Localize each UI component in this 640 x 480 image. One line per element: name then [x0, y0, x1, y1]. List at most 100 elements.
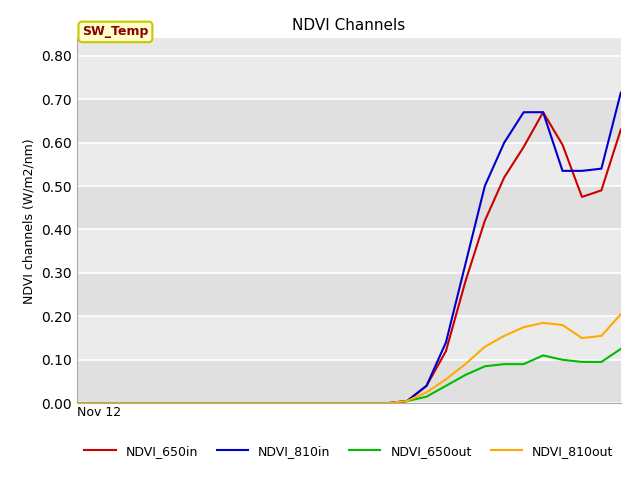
NDVI_810out — [442, 376, 450, 382]
Line: NDVI_810in: NDVI_810in — [77, 93, 621, 403]
NDVI_650out — [248, 400, 255, 406]
NDVI_650out — [481, 363, 489, 369]
Bar — [77, 143, 621, 186]
NDVI_650in — [112, 400, 120, 406]
NDVI_650in — [150, 400, 158, 406]
NDVI_650in — [500, 175, 508, 180]
NDVI_650out — [461, 372, 469, 378]
NDVI_650out — [345, 400, 353, 406]
NDVI_650out — [422, 394, 430, 399]
NDVI_810out — [520, 324, 527, 330]
NDVI_810in — [228, 400, 236, 406]
NDVI_650in — [364, 400, 372, 406]
NDVI_810in — [540, 109, 547, 115]
NDVI_810out — [384, 400, 392, 406]
NDVI_810out — [131, 400, 139, 406]
NDVI_650in — [520, 144, 527, 150]
NDVI_810in — [559, 168, 566, 174]
NDVI_810out — [481, 344, 489, 349]
NDVI_810in — [73, 400, 81, 406]
Line: NDVI_810out: NDVI_810out — [77, 314, 621, 403]
NDVI_650out — [228, 400, 236, 406]
NDVI_810out — [461, 361, 469, 367]
Bar — [77, 99, 621, 143]
NDVI_810out — [617, 312, 625, 317]
NDVI_650in — [598, 188, 605, 193]
NDVI_810in — [131, 400, 139, 406]
NDVI_650out — [112, 400, 120, 406]
NDVI_650in — [131, 400, 139, 406]
NDVI_810in — [364, 400, 372, 406]
NDVI_810out — [598, 333, 605, 339]
NDVI_650out — [268, 400, 275, 406]
NDVI_650in — [92, 400, 100, 406]
NDVI_810out — [248, 400, 255, 406]
Text: SW_Temp: SW_Temp — [82, 25, 148, 38]
NDVI_650in — [578, 194, 586, 200]
Legend: NDVI_650in, NDVI_810in, NDVI_650out, NDVI_810out: NDVI_650in, NDVI_810in, NDVI_650out, NDV… — [79, 440, 618, 463]
NDVI_810in — [170, 400, 178, 406]
NDVI_810out — [326, 400, 333, 406]
NDVI_650in — [461, 279, 469, 285]
NDVI_650in — [306, 400, 314, 406]
NDVI_650out — [578, 359, 586, 365]
NDVI_810in — [326, 400, 333, 406]
NDVI_650out — [209, 400, 216, 406]
NDVI_810out — [170, 400, 178, 406]
NDVI_810out — [345, 400, 353, 406]
NDVI_650out — [559, 357, 566, 363]
Line: NDVI_650out: NDVI_650out — [77, 349, 621, 403]
NDVI_650out — [364, 400, 372, 406]
NDVI_650out — [617, 346, 625, 352]
NDVI_810out — [287, 400, 294, 406]
NDVI_650out — [150, 400, 158, 406]
NDVI_810out — [189, 400, 197, 406]
NDVI_650in — [540, 109, 547, 115]
NDVI_810in — [150, 400, 158, 406]
NDVI_810in — [520, 109, 527, 115]
NDVI_810in — [481, 183, 489, 189]
NDVI_810out — [112, 400, 120, 406]
NDVI_810in — [209, 400, 216, 406]
NDVI_650in — [617, 127, 625, 132]
Title: NDVI Channels: NDVI Channels — [292, 18, 405, 33]
Y-axis label: NDVI channels (W/m2/nm): NDVI channels (W/m2/nm) — [22, 138, 36, 304]
NDVI_650in — [209, 400, 216, 406]
NDVI_650in — [559, 142, 566, 148]
Bar — [77, 360, 621, 403]
NDVI_810in — [287, 400, 294, 406]
NDVI_650in — [326, 400, 333, 406]
NDVI_810in — [442, 339, 450, 345]
Bar — [77, 316, 621, 360]
NDVI_810in — [578, 168, 586, 174]
NDVI_810in — [617, 90, 625, 96]
NDVI_810out — [228, 400, 236, 406]
NDVI_810out — [422, 389, 430, 395]
NDVI_650in — [248, 400, 255, 406]
NDVI_810in — [189, 400, 197, 406]
NDVI_650in — [287, 400, 294, 406]
NDVI_810out — [209, 400, 216, 406]
NDVI_650in — [442, 348, 450, 354]
NDVI_650in — [481, 218, 489, 224]
NDVI_810out — [559, 322, 566, 328]
NDVI_810in — [598, 166, 605, 171]
NDVI_650out — [326, 400, 333, 406]
NDVI_650out — [442, 383, 450, 389]
NDVI_810in — [422, 383, 430, 389]
NDVI_810in — [248, 400, 255, 406]
NDVI_810in — [92, 400, 100, 406]
NDVI_650out — [403, 398, 411, 404]
NDVI_650in — [403, 398, 411, 404]
NDVI_810out — [540, 320, 547, 326]
NDVI_650out — [500, 361, 508, 367]
NDVI_650out — [189, 400, 197, 406]
NDVI_650in — [228, 400, 236, 406]
NDVI_810out — [150, 400, 158, 406]
NDVI_810in — [268, 400, 275, 406]
Bar — [77, 229, 621, 273]
NDVI_650in — [268, 400, 275, 406]
NDVI_650out — [170, 400, 178, 406]
NDVI_810out — [500, 333, 508, 339]
NDVI_810in — [112, 400, 120, 406]
